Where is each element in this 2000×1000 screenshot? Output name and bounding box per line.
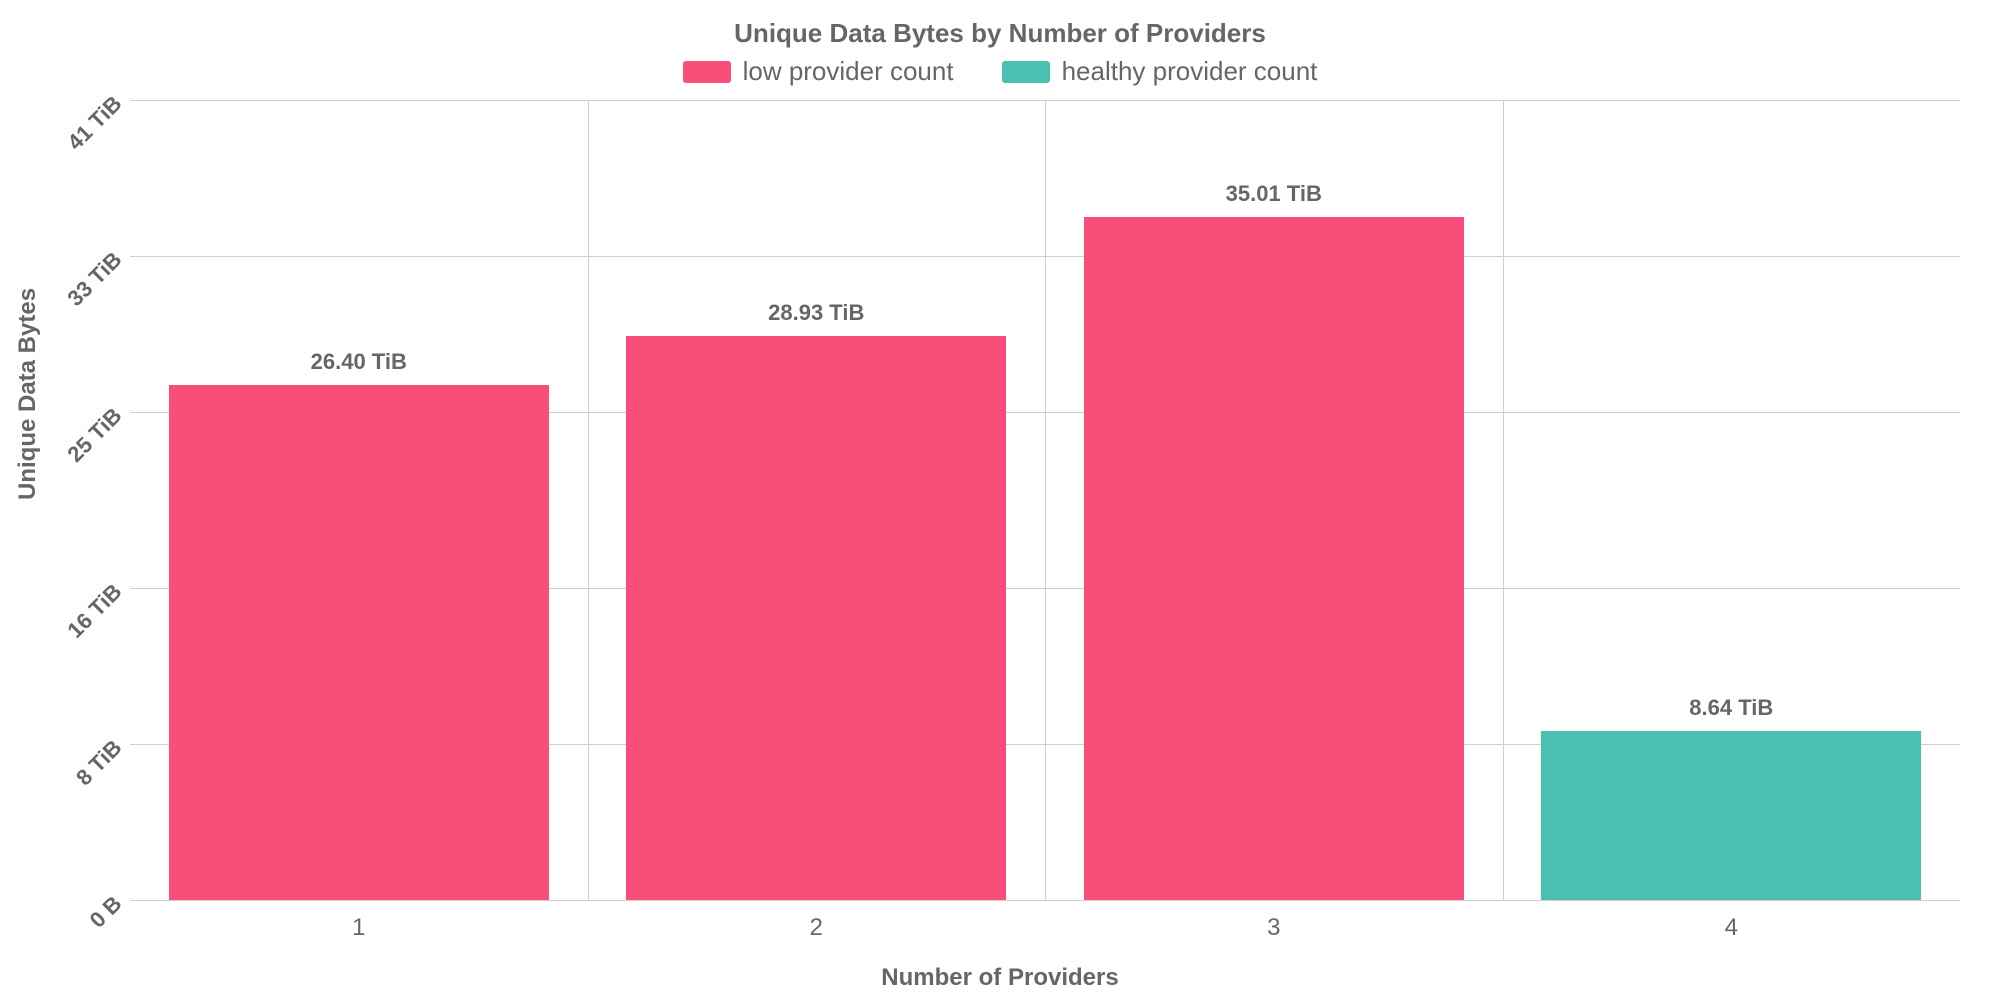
y-axis-label: Unique Data Bytes — [14, 288, 42, 500]
y-tick-label: 8 TiB — [71, 735, 127, 791]
bar-3 — [1084, 217, 1464, 900]
panel-separator — [1045, 100, 1046, 900]
bar-4 — [1541, 731, 1921, 900]
legend-swatch-low — [683, 61, 731, 83]
plot-area: 0 B8 TiB16 TiB25 TiB33 TiB41 TiB26.40 Ti… — [130, 100, 1960, 900]
y-tick-label: 25 TiB — [62, 403, 127, 468]
x-tick-label: 1 — [352, 914, 365, 942]
bar-2 — [626, 336, 1006, 900]
legend-item-healthy: healthy provider count — [1002, 56, 1318, 87]
bar-value-label: 35.01 TiB — [1226, 181, 1322, 217]
chart-title: Unique Data Bytes by Number of Providers — [0, 18, 2000, 49]
bar-value-label: 8.64 TiB — [1689, 695, 1773, 731]
panel-separator — [1503, 100, 1504, 900]
y-tick-label: 33 TiB — [62, 247, 127, 312]
legend-swatch-healthy — [1002, 61, 1050, 83]
y-tick-label: 0 B — [85, 891, 128, 934]
y-tick-label: 41 TiB — [62, 91, 127, 156]
chart-container: Unique Data Bytes by Number of Providers… — [0, 0, 2000, 1000]
x-tick-label: 2 — [810, 914, 823, 942]
legend-item-low: low provider count — [683, 56, 954, 87]
x-tick-label: 3 — [1267, 914, 1280, 942]
bar-1 — [169, 385, 549, 900]
legend: low provider count healthy provider coun… — [0, 56, 2000, 87]
legend-label-low: low provider count — [743, 56, 954, 87]
gridline — [130, 900, 1960, 901]
bar-value-label: 28.93 TiB — [768, 300, 864, 336]
panel-separator — [588, 100, 589, 900]
y-tick-label: 16 TiB — [62, 579, 127, 644]
x-axis-label: Number of Providers — [0, 964, 2000, 992]
legend-label-healthy: healthy provider count — [1062, 56, 1318, 87]
bar-value-label: 26.40 TiB — [311, 349, 407, 385]
x-tick-label: 4 — [1725, 914, 1738, 942]
